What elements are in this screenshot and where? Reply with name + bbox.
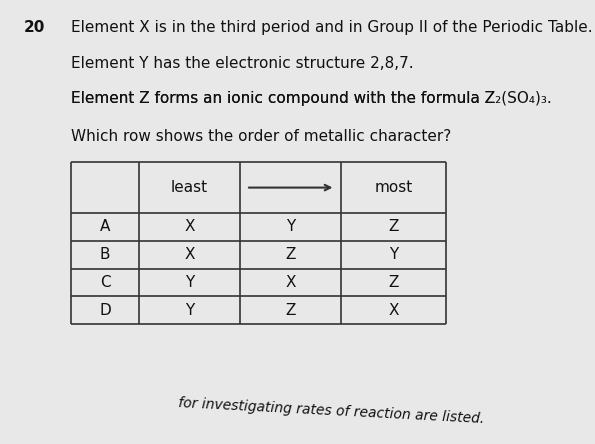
Text: Z: Z bbox=[286, 303, 296, 318]
Text: most: most bbox=[375, 180, 413, 195]
Text: for investigating rates of reaction are listed.: for investigating rates of reaction are … bbox=[178, 396, 485, 426]
Text: Element Z forms an ionic compound with the formula Z₂(SO₄)₃.: Element Z forms an ionic compound with t… bbox=[71, 91, 552, 106]
Text: Which row shows the order of metallic character?: Which row shows the order of metallic ch… bbox=[71, 129, 452, 144]
Text: X: X bbox=[184, 219, 195, 234]
Text: 20: 20 bbox=[24, 20, 45, 35]
Text: C: C bbox=[100, 275, 111, 290]
Text: Element Z forms an ionic compound with the formula Z: Element Z forms an ionic compound with t… bbox=[71, 91, 496, 106]
Text: D: D bbox=[99, 303, 111, 318]
Text: B: B bbox=[100, 247, 111, 262]
Text: Element Y has the electronic structure 2,8,7.: Element Y has the electronic structure 2… bbox=[71, 56, 414, 71]
Text: Y: Y bbox=[286, 219, 295, 234]
Text: least: least bbox=[171, 180, 208, 195]
Text: X: X bbox=[286, 275, 296, 290]
Text: Z: Z bbox=[286, 247, 296, 262]
Text: Z: Z bbox=[389, 275, 399, 290]
Text: Y: Y bbox=[389, 247, 399, 262]
Text: Y: Y bbox=[185, 303, 194, 318]
Text: Z: Z bbox=[389, 219, 399, 234]
Text: A: A bbox=[100, 219, 110, 234]
Text: X: X bbox=[389, 303, 399, 318]
Text: X: X bbox=[184, 247, 195, 262]
Text: Element X is in the third period and in Group II of the Periodic Table.: Element X is in the third period and in … bbox=[71, 20, 593, 35]
Text: Y: Y bbox=[185, 275, 194, 290]
